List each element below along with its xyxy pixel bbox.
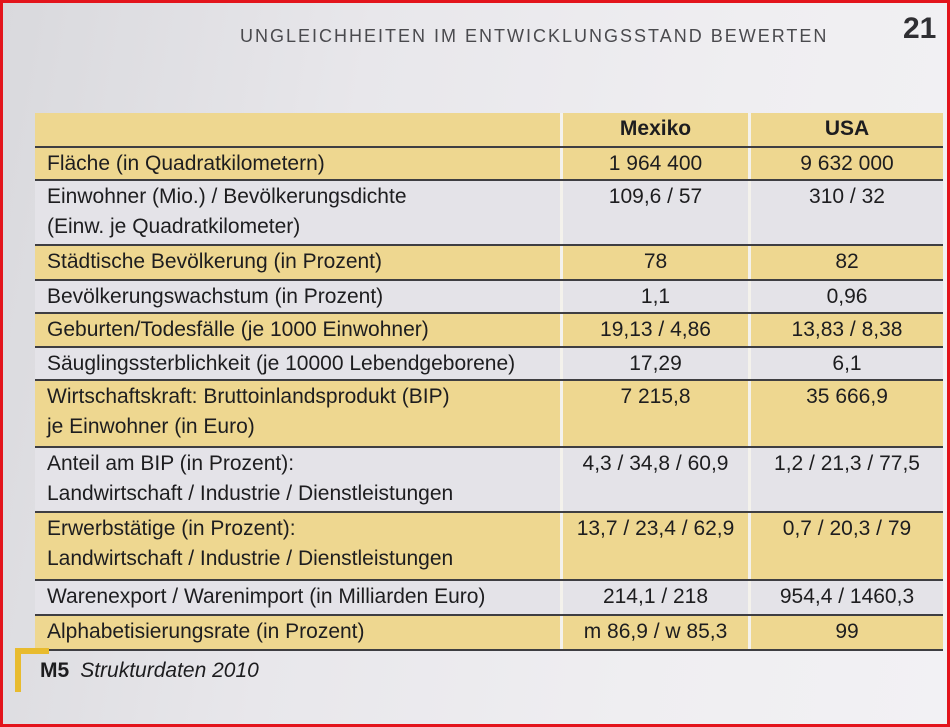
value-mexiko: 7 215,8 bbox=[560, 381, 748, 446]
value-mexiko: 17,29 bbox=[560, 348, 748, 379]
row-label-line: Einwohner (Mio.) / Bevölkerungsdichte bbox=[47, 185, 407, 208]
value-mexiko: 109,6 / 57 bbox=[560, 181, 748, 244]
table-row: Einwohner (Mio.) / Bevölkerungsdichte (E… bbox=[35, 181, 943, 246]
row-label: Alphabetisierungsrate (in Prozent) bbox=[35, 616, 560, 649]
value-mexiko: 19,13 / 4,86 bbox=[560, 314, 748, 346]
row-label-line: Warenexport / Warenimport (in Milliarden… bbox=[47, 585, 486, 608]
value-mexiko: 1 964 400 bbox=[560, 148, 748, 179]
row-label: Fläche (in Quadratkilometern) bbox=[35, 148, 560, 179]
value-usa: 310 / 32 bbox=[748, 181, 943, 244]
value-usa: 0,7 / 20,3 / 79 bbox=[748, 513, 943, 579]
table-row: Fläche (in Quadratkilometern) 1 964 400 … bbox=[35, 148, 943, 181]
value-usa: 954,4 / 1460,3 bbox=[748, 581, 943, 614]
row-label: Geburten/Todesfälle (je 1000 Einwohner) bbox=[35, 314, 560, 346]
caption-label: M5 bbox=[40, 659, 70, 682]
table-row: Bevölkerungswachstum (in Prozent) 1,1 0,… bbox=[35, 281, 943, 314]
caption-marker-horizontal bbox=[15, 648, 49, 654]
value-usa: 82 bbox=[748, 246, 943, 279]
row-label-line: Wirtschaftskraft: Bruttoinlandsprodukt (… bbox=[47, 385, 450, 408]
row-label: Erwerbstätige (in Prozent): Landwirtscha… bbox=[35, 513, 560, 579]
running-head: UNGLEICHHEITEN IM ENTWICKLUNGSSTAND BEWE… bbox=[240, 26, 829, 46]
table-row: Anteil am BIP (in Prozent): Landwirtscha… bbox=[35, 448, 943, 513]
row-label: Wirtschaftskraft: Bruttoinlandsprodukt (… bbox=[35, 381, 560, 446]
value-usa: 6,1 bbox=[748, 348, 943, 379]
row-label-line: Bevölkerungswachstum (in Prozent) bbox=[47, 285, 384, 308]
table-row: Erwerbstätige (in Prozent): Landwirtscha… bbox=[35, 513, 943, 581]
header-label-cell bbox=[35, 113, 560, 146]
column-header-usa: USA bbox=[748, 113, 943, 146]
caption-marker-vertical bbox=[15, 648, 21, 692]
value-mexiko: 13,7 / 23,4 / 62,9 bbox=[560, 513, 748, 579]
table-row: Säuglingssterblichkeit (je 10000 Lebendg… bbox=[35, 348, 943, 381]
table-row: Städtische Bevölkerung (in Prozent) 78 8… bbox=[35, 246, 943, 281]
data-table: Mexiko USA Fläche (in Quadratkilometern)… bbox=[35, 113, 943, 651]
row-label-line: je Einwohner (in Euro) bbox=[47, 415, 255, 438]
row-label: Einwohner (Mio.) / Bevölkerungsdichte (E… bbox=[35, 181, 560, 244]
row-label-line: Säuglingssterblichkeit (je 10000 Lebendg… bbox=[47, 352, 516, 375]
value-usa: 99 bbox=[748, 616, 943, 649]
page-number: 21 bbox=[903, 12, 937, 45]
row-label: Bevölkerungswachstum (in Prozent) bbox=[35, 281, 560, 312]
figure-caption: M5 Strukturdaten 2010 bbox=[40, 658, 259, 684]
table-row: Alphabetisierungsrate (in Prozent) m 86,… bbox=[35, 616, 943, 651]
row-label-line: Anteil am BIP (in Prozent): bbox=[47, 452, 295, 475]
value-usa: 35 666,9 bbox=[748, 381, 943, 446]
table-row: Geburten/Todesfälle (je 1000 Einwohner) … bbox=[35, 314, 943, 348]
row-label-line: Erwerbstätige (in Prozent): bbox=[47, 517, 296, 540]
row-label: Anteil am BIP (in Prozent): Landwirtscha… bbox=[35, 448, 560, 511]
value-mexiko: m 86,9 / w 85,3 bbox=[560, 616, 748, 649]
row-label-line: Landwirtschaft / Industrie / Dienstleist… bbox=[47, 547, 454, 570]
table-header-row: Mexiko USA bbox=[35, 113, 943, 148]
value-mexiko: 1,1 bbox=[560, 281, 748, 312]
value-mexiko: 4,3 / 34,8 / 60,9 bbox=[560, 448, 748, 511]
row-label-line: Landwirtschaft / Industrie / Dienstleist… bbox=[47, 482, 454, 505]
caption-text: Strukturdaten 2010 bbox=[80, 659, 259, 682]
value-usa: 1,2 / 21,3 / 77,5 bbox=[748, 448, 943, 511]
row-label-line: (Einw. je Quadratkilometer) bbox=[47, 215, 301, 238]
table-row: Warenexport / Warenimport (in Milliarden… bbox=[35, 581, 943, 616]
row-label: Warenexport / Warenimport (in Milliarden… bbox=[35, 581, 560, 614]
value-usa: 9 632 000 bbox=[748, 148, 943, 179]
value-usa: 13,83 / 8,38 bbox=[748, 314, 943, 346]
value-mexiko: 78 bbox=[560, 246, 748, 279]
row-label-line: Geburten/Todesfälle (je 1000 Einwohner) bbox=[47, 318, 429, 341]
table-row: Wirtschaftskraft: Bruttoinlandsprodukt (… bbox=[35, 381, 943, 448]
row-label-line: Fläche (in Quadratkilometern) bbox=[47, 152, 325, 175]
column-header-mexiko: Mexiko bbox=[560, 113, 748, 146]
row-label-line: Städtische Bevölkerung (in Prozent) bbox=[47, 250, 383, 273]
row-label: Städtische Bevölkerung (in Prozent) bbox=[35, 246, 560, 279]
value-usa: 0,96 bbox=[748, 281, 943, 312]
value-mexiko: 214,1 / 218 bbox=[560, 581, 748, 614]
row-label-line: Alphabetisierungsrate (in Prozent) bbox=[47, 620, 365, 643]
row-label: Säuglingssterblichkeit (je 10000 Lebendg… bbox=[35, 348, 560, 379]
